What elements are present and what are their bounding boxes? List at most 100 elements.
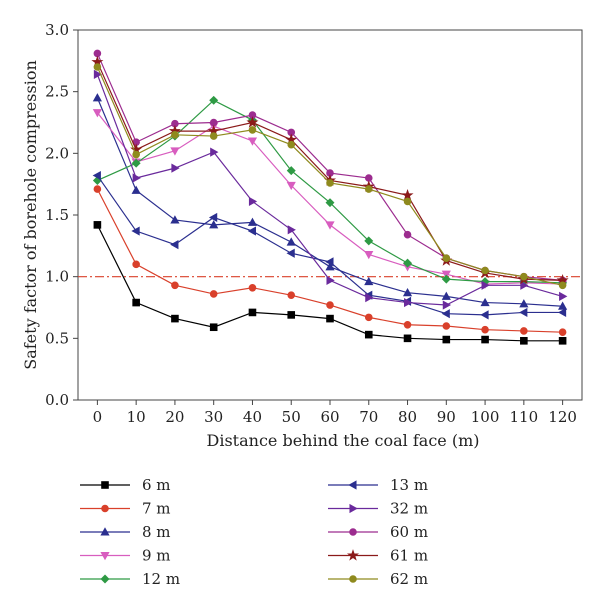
- data-point: [131, 226, 140, 236]
- data-point: [171, 131, 179, 139]
- data-point: [442, 335, 451, 344]
- data-point: [287, 225, 296, 235]
- data-point: [93, 221, 102, 229]
- data-point: [558, 328, 567, 336]
- data-point: [132, 298, 140, 307]
- y-tick-label: 2.0: [45, 144, 69, 162]
- legend-item: 9 m: [80, 547, 171, 565]
- data-point: [286, 237, 296, 246]
- data-point: [364, 185, 373, 193]
- data-point: [209, 220, 219, 229]
- series-12m: [92, 95, 568, 288]
- data-point: [401, 188, 414, 201]
- data-point: [209, 132, 218, 140]
- data-point: [520, 336, 528, 345]
- data-point: [247, 137, 258, 146]
- legend-item: 32 m: [328, 500, 428, 518]
- legend-label: 6 m: [142, 476, 171, 494]
- series-13m: [92, 170, 567, 320]
- data-point: [132, 260, 140, 269]
- data-point: [403, 197, 412, 206]
- data-point: [246, 116, 259, 128]
- data-point: [248, 196, 258, 207]
- data-point: [171, 314, 179, 323]
- data-point: [481, 280, 490, 290]
- data-point: [209, 323, 218, 332]
- legend-label: 8 m: [142, 523, 171, 541]
- data-point: [365, 293, 374, 303]
- data-point: [170, 147, 180, 156]
- data-point: [93, 69, 103, 79]
- data-point: [520, 272, 528, 281]
- x-tick-label: 90: [437, 408, 456, 426]
- axes-layer: 0 10 20 30 40 50 60 70 80 90 100 110 120 0.0 0.5 1.0 1.5…: [45, 21, 577, 426]
- data-point: [441, 270, 451, 279]
- x-tick-label: 50: [282, 408, 301, 426]
- y-tick-label: 1.5: [45, 206, 69, 224]
- series-62m: [93, 63, 567, 290]
- data-point: [403, 320, 412, 329]
- legend-item: 6 m: [80, 476, 171, 494]
- x-tick-label: 20: [165, 408, 184, 426]
- data-point: [364, 236, 374, 246]
- series-8m: [92, 93, 568, 310]
- data-point: [326, 179, 334, 187]
- data-point: [557, 307, 567, 318]
- data-point: [93, 185, 102, 193]
- legend-item: 13 m: [328, 476, 428, 494]
- series-32m: [93, 69, 568, 310]
- plot-frame: [77, 29, 583, 401]
- series-7m: [93, 185, 567, 336]
- data-point: [209, 290, 218, 298]
- x-tick-label: 70: [359, 408, 378, 426]
- legend-marker: [348, 480, 357, 490]
- data-point: [520, 327, 528, 335]
- data-point: [210, 147, 219, 157]
- legend-item: 12 m: [80, 570, 180, 588]
- x-tick-label: 0: [93, 408, 103, 426]
- data-point: [92, 109, 102, 118]
- legend-label: 62 m: [390, 570, 428, 588]
- data-point: [558, 301, 568, 310]
- series-60m: [93, 49, 567, 285]
- data-point: [441, 274, 451, 284]
- series-line: [96, 175, 563, 316]
- series-6m: [93, 221, 567, 345]
- data-point: [558, 336, 567, 345]
- data-point: [441, 309, 450, 319]
- legend-label: 61 m: [390, 547, 428, 565]
- data-point: [93, 63, 102, 71]
- legend-label: 32 m: [390, 500, 428, 518]
- data-point: [286, 181, 296, 191]
- data-point: [558, 281, 567, 290]
- data-point: [442, 300, 452, 310]
- y-tick-label: 2.5: [45, 83, 69, 101]
- x-tick-label: 10: [127, 408, 146, 426]
- data-point: [559, 291, 568, 301]
- legend-item: 61 m: [328, 547, 428, 565]
- plot-border: [77, 29, 583, 401]
- data-point: [208, 212, 218, 223]
- data-point: [170, 215, 180, 224]
- x-tick-label: 40: [243, 408, 262, 426]
- data-point: [442, 322, 451, 330]
- data-point: [480, 297, 490, 307]
- data-point: [247, 217, 258, 226]
- legend-item: 60 m: [328, 523, 428, 541]
- data-point: [325, 262, 335, 271]
- data-point: [171, 281, 179, 290]
- data-point: [325, 221, 335, 230]
- data-point: [92, 93, 102, 102]
- x-tick-label: 60: [320, 408, 339, 426]
- data-point: [364, 313, 373, 322]
- legend-marker: [349, 503, 358, 514]
- data-point: [287, 311, 296, 319]
- legend-label: 13 m: [390, 476, 428, 494]
- legend-item: 62 m: [328, 570, 428, 588]
- series-line: [96, 74, 563, 306]
- data-point: [171, 163, 180, 173]
- x-axis-label: Distance behind the coal face (m): [207, 431, 480, 450]
- data-point: [442, 254, 451, 262]
- legend-marker: [101, 504, 109, 513]
